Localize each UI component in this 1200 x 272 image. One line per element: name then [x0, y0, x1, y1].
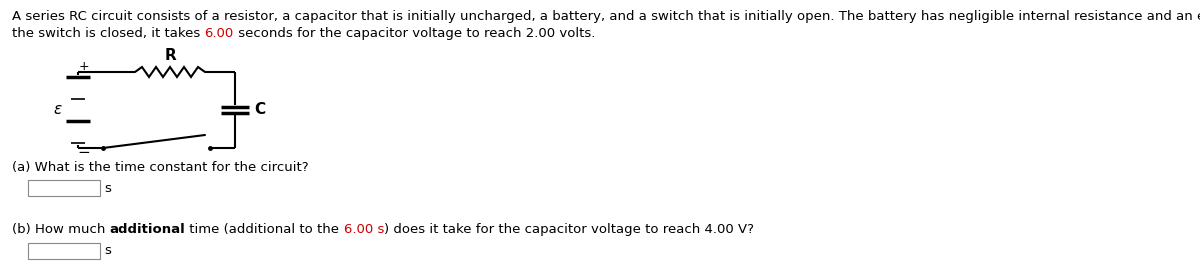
- Bar: [28, 180, 100, 196]
- Text: −: −: [78, 145, 90, 160]
- Text: s: s: [104, 181, 110, 194]
- Text: (b) How much: (b) How much: [12, 223, 109, 236]
- Text: the switch is closed, it takes: the switch is closed, it takes: [12, 27, 204, 40]
- Text: 6.00 s: 6.00 s: [343, 223, 384, 236]
- Bar: [28, 243, 100, 259]
- Text: C: C: [254, 103, 265, 118]
- Text: +: +: [79, 60, 89, 73]
- Text: R: R: [164, 48, 176, 63]
- Text: additional: additional: [109, 223, 185, 236]
- Text: ε: ε: [54, 103, 62, 118]
- Text: 6.00: 6.00: [204, 27, 234, 40]
- Text: seconds for the capacitor voltage to reach 2.00 volts.: seconds for the capacitor voltage to rea…: [234, 27, 595, 40]
- Text: (a) What is the time constant for the circuit?: (a) What is the time constant for the ci…: [12, 161, 308, 174]
- Text: s: s: [104, 245, 110, 258]
- Text: A series RC circuit consists of a resistor, a capacitor that is initially unchar: A series RC circuit consists of a resist…: [12, 10, 1200, 23]
- Text: ) does it take for the capacitor voltage to reach 4.00 V?: ) does it take for the capacitor voltage…: [384, 223, 754, 236]
- Text: time (additional to the: time (additional to the: [185, 223, 343, 236]
